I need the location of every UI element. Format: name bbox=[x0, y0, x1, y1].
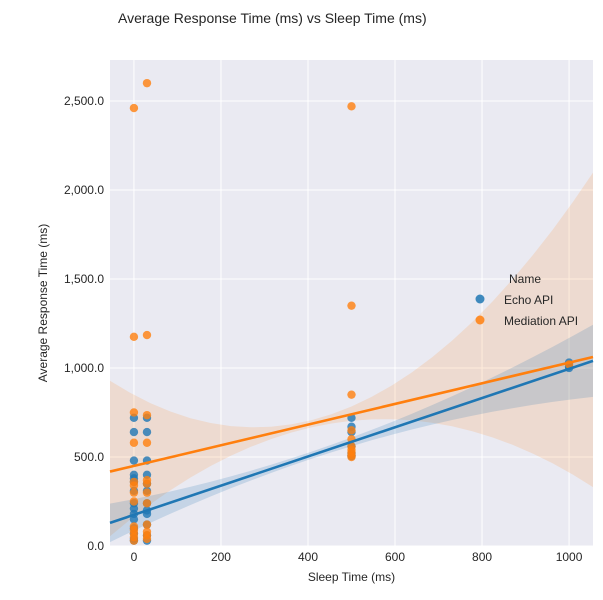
y-tick-label: 1,000.0 bbox=[64, 361, 104, 375]
x-tick-label: 600 bbox=[385, 550, 405, 564]
y-tick-label: 2,000.0 bbox=[64, 183, 104, 197]
mediation-api-point bbox=[142, 520, 152, 529]
mediation-api-point bbox=[129, 536, 139, 545]
echo-api-legend-marker bbox=[475, 294, 485, 304]
mediation-api-confidence-band bbox=[110, 172, 593, 537]
y-tick-label: 2,500.0 bbox=[64, 94, 104, 108]
echo-api-point bbox=[142, 427, 152, 437]
y-tick-label: 500.0 bbox=[74, 450, 104, 464]
mediation-api-legend-label: Mediation API bbox=[504, 314, 578, 328]
mediation-api-point bbox=[142, 534, 152, 544]
regression-lines bbox=[109, 355, 594, 525]
mediation-api-point bbox=[142, 78, 152, 88]
echo-api-point bbox=[129, 515, 139, 524]
mediation-api-point bbox=[142, 488, 152, 497]
x-axis-label: Sleep Time (ms) bbox=[308, 570, 395, 584]
chart-title: Average Response Time (ms) vs Sleep Time… bbox=[118, 10, 427, 26]
y-axis-label: Average Response Time (ms) bbox=[36, 224, 50, 383]
mediation-api-point bbox=[142, 330, 152, 340]
mediation-api-point bbox=[129, 481, 139, 490]
mediation-api-point bbox=[347, 301, 356, 310]
mediation-api-point bbox=[347, 102, 356, 111]
legend-title: Name bbox=[509, 272, 541, 286]
echo-api-regression-line bbox=[109, 359, 594, 525]
x-tick-label: 0 bbox=[131, 550, 138, 564]
y-tick-label: 0.0 bbox=[87, 539, 104, 553]
mediation-api-point bbox=[129, 497, 139, 506]
mediation-api-point bbox=[347, 390, 356, 399]
mediation-api-point bbox=[129, 488, 139, 497]
echo-api-confidence-band bbox=[110, 324, 593, 543]
echo-api-point bbox=[129, 456, 139, 465]
mediation-api-point bbox=[142, 479, 152, 488]
mediation-api-point bbox=[347, 426, 356, 435]
x-tick-label: 200 bbox=[211, 550, 231, 564]
mediation-api-point bbox=[129, 103, 139, 113]
y-axis-ticks: 0.0 500.0 1,000.0 1,500.0 2,000.0 2,500.0 bbox=[64, 94, 104, 553]
echo-api-point bbox=[129, 427, 139, 437]
legend: Name Echo API Mediation API bbox=[475, 272, 578, 328]
mediation-api-regression-line bbox=[109, 355, 594, 473]
mediation-api-point bbox=[129, 438, 139, 447]
mediation-api-point bbox=[142, 499, 152, 508]
x-tick-label: 800 bbox=[472, 550, 492, 564]
confidence-bands bbox=[110, 172, 593, 543]
y-tick-label: 1,500.0 bbox=[64, 272, 104, 286]
x-axis-ticks: 0 200 400 600 800 1000 bbox=[131, 550, 583, 564]
mediation-api-point bbox=[347, 452, 356, 462]
mediation-api-point bbox=[142, 410, 152, 420]
mediation-api-point bbox=[129, 332, 139, 342]
mediation-api-point bbox=[129, 408, 139, 417]
x-tick-label: 1000 bbox=[556, 550, 583, 564]
x-tick-label: 400 bbox=[298, 550, 318, 564]
echo-api-legend-label: Echo API bbox=[504, 293, 553, 307]
mediation-api-point bbox=[142, 438, 152, 447]
mediation-api-legend-marker bbox=[475, 315, 485, 325]
